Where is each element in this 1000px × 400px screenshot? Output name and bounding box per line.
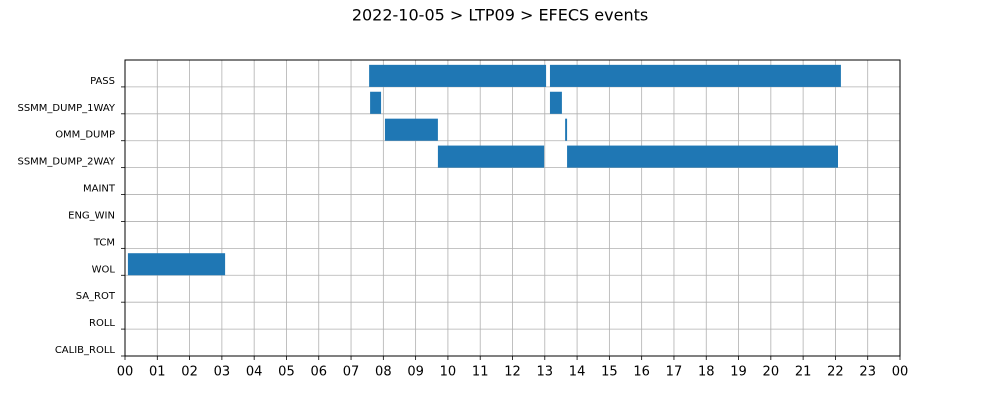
x-tick-label: 05 xyxy=(278,365,295,380)
y-tick-label: PASS xyxy=(90,76,115,87)
x-tick-label: 04 xyxy=(246,365,263,380)
y-tick-label: SA_ROT xyxy=(76,291,116,302)
x-tick-label: 06 xyxy=(310,365,327,380)
plot-frame xyxy=(124,59,901,357)
event-bar xyxy=(565,118,568,141)
y-tick-label: OMM_DUMP xyxy=(55,130,115,141)
x-tick-label: 00 xyxy=(892,365,909,380)
x-tick-label: 01 xyxy=(149,365,166,380)
y-tick-label: TCM xyxy=(93,237,115,248)
x-tick-label: 20 xyxy=(763,365,780,380)
event-bar xyxy=(567,145,838,168)
chart-title: 2022-10-05 > LTP09 > EFECS events xyxy=(352,6,648,25)
x-tick-label: 22 xyxy=(827,365,844,380)
y-tick-label: SSMM_DUMP_2WAY xyxy=(17,157,115,168)
x-tick-label: 14 xyxy=(569,365,586,380)
x-tick-label: 17 xyxy=(666,365,683,380)
event-bar xyxy=(370,91,382,114)
event-bar xyxy=(549,91,562,114)
y-tick-label: CALIB_ROLL xyxy=(55,345,116,356)
x-tick-label: 19 xyxy=(730,365,747,380)
x-tick-label: 11 xyxy=(472,365,489,380)
event-bar xyxy=(384,118,438,141)
y-tick-label: ENG_WIN xyxy=(68,210,115,221)
x-tick-label: 18 xyxy=(698,365,715,380)
x-tick-label: 03 xyxy=(214,365,231,380)
event-bar xyxy=(369,64,547,87)
y-tick-label: ROLL xyxy=(89,318,115,329)
x-tick-label: 08 xyxy=(375,365,392,380)
y-tick-label: MAINT xyxy=(83,184,116,195)
x-tick-label: 02 xyxy=(181,365,198,380)
event-bar xyxy=(549,64,841,87)
x-tick-label: 13 xyxy=(537,365,554,380)
x-tick-label: 09 xyxy=(407,365,424,380)
x-tick-label: 12 xyxy=(504,365,521,380)
event-bar xyxy=(127,253,226,276)
y-tick-label: WOL xyxy=(92,264,116,275)
x-tick-label: 07 xyxy=(343,365,360,380)
x-tick-label: 23 xyxy=(859,365,876,380)
event-bar xyxy=(437,145,545,168)
x-tick-label: 15 xyxy=(601,365,618,380)
x-tick-label: 21 xyxy=(795,365,812,380)
y-tick-label: SSMM_DUMP_1WAY xyxy=(17,103,115,114)
x-tick-label: 00 xyxy=(117,365,134,380)
x-tick-label: 16 xyxy=(633,365,650,380)
x-tick-label: 10 xyxy=(440,365,457,380)
